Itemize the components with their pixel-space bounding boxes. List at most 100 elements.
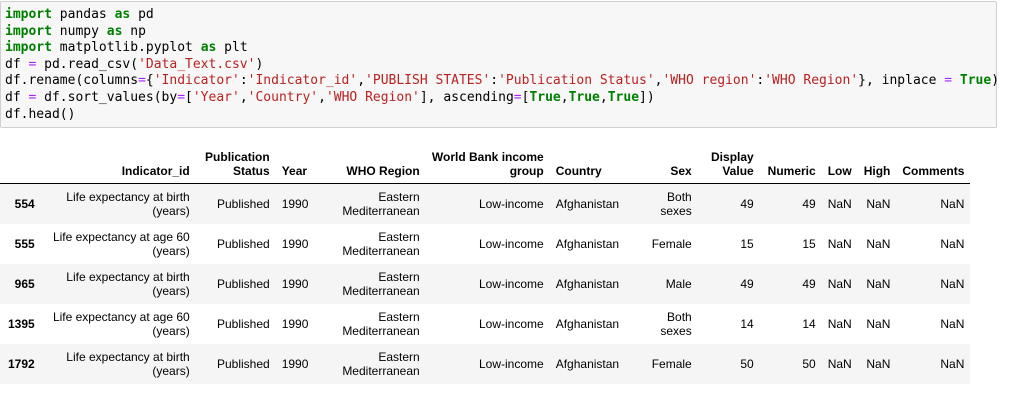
cell-text: Numeric — [767, 164, 816, 178]
code-token: ]) — [639, 89, 655, 105]
cell-who-region: Eastern Mediterranean — [318, 224, 426, 264]
cell-who-region: Eastern Mediterranean — [318, 184, 426, 225]
code-token: ], ascending — [419, 89, 514, 105]
column-header-year: Year — [275, 146, 318, 184]
cell-text: Low-income — [479, 277, 544, 291]
cell-text: NaN — [940, 237, 965, 251]
cell-text: (years) — [152, 324, 190, 338]
cell-numeric: 14 — [760, 304, 822, 344]
code-token: ) — [991, 73, 1000, 89]
cell-numeric: 15 — [760, 224, 822, 264]
cell-text: 50 — [740, 357, 754, 371]
code-token: df.sort_values(by — [36, 89, 178, 105]
cell-year: 1990 — [276, 184, 318, 225]
cell-text: High — [863, 164, 891, 178]
cell-text: Mediterranean — [342, 284, 420, 298]
cell-text: NaN — [866, 237, 891, 251]
cell-display-value: 50 — [698, 344, 760, 384]
cell-text: 50 — [802, 357, 816, 371]
cell-text: NaN — [827, 237, 852, 251]
cell-text: (years) — [152, 284, 190, 298]
code-token: import — [5, 7, 52, 22]
cell-indicator-id: Life expectancy at birth (years) — [41, 344, 196, 384]
code-token: import — [5, 23, 52, 39]
cell-publication-status: Published — [196, 344, 276, 384]
cell-text: (years) — [152, 204, 190, 218]
code-token — [952, 73, 960, 88]
cell-year: 1990 — [276, 344, 318, 384]
cell-text: sexes — [660, 204, 692, 218]
code-token: True — [959, 73, 992, 89]
cell-numeric: 49 — [760, 264, 822, 304]
cell-text: Comments — [902, 164, 965, 178]
code-token: = — [513, 89, 522, 105]
cell-text: Indicator_id — [121, 164, 190, 178]
cell-text: sexes — [660, 324, 692, 338]
cell-text: 1990 — [281, 277, 309, 291]
cell-text: 1990 — [281, 317, 309, 331]
cell-country: Afghanistan — [550, 184, 632, 225]
code-token: df.head() — [5, 106, 76, 122]
cell-text: Eastern — [378, 310, 420, 324]
code-token: True — [607, 89, 640, 105]
table-header-row: Indicator_id Publication Status Year WHO Reg… — [0, 146, 971, 184]
row-index: 554 — [14, 197, 35, 211]
cell-text: Mediterranean — [342, 364, 420, 378]
cell-indicator-id: Life expectancy at birth (years) — [41, 184, 196, 225]
cell-display-value: 14 — [698, 304, 760, 344]
code-token: { — [145, 73, 154, 89]
cell-year: 1990 — [276, 264, 318, 304]
cell-high: NaN — [858, 304, 897, 344]
code-token: 'PUBLISH STATES' — [365, 73, 491, 89]
code-line: import matplotlib.pyplot as plt — [5, 40, 992, 57]
cell-text: Published — [216, 317, 270, 331]
code-token: , — [654, 73, 663, 89]
cell-publication-status: Published — [196, 184, 276, 225]
cell-text: Life expectancy at age 60 — [52, 230, 190, 244]
cell-who-region: Eastern Mediterranean — [318, 304, 426, 344]
column-header-display-value: Display Value — [697, 146, 760, 184]
cell-display-value: 15 — [698, 224, 760, 264]
code-cell-input[interactable]: import pandas as pd import numpy as np imp… — [0, 1, 999, 128]
code-token: df — [5, 89, 29, 105]
code-token: True — [568, 89, 600, 105]
code-token: plt — [216, 40, 248, 56]
code-token: df — [5, 56, 29, 72]
cell-comments: NaN — [896, 264, 970, 304]
code-editor[interactable]: import pandas as pd import numpy as np imp… — [5, 7, 999, 123]
cell-text: Eastern — [378, 270, 420, 284]
cell-text: Low-income — [479, 317, 544, 331]
index-header — [0, 146, 41, 184]
cell-text: 1990 — [281, 197, 309, 211]
row-index: 965 — [14, 277, 35, 291]
cell-high: NaN — [858, 344, 897, 384]
cell-country: Afghanistan — [550, 344, 632, 384]
code-token: 'Data_Text.csv' — [138, 56, 256, 72]
table-row: 554 Life expectancy at birth (years) Publis… — [0, 183, 971, 225]
cell-text: Female — [651, 357, 692, 371]
code-token: 'Publication Status' — [498, 73, 655, 89]
code-token: = — [177, 89, 186, 105]
cell-text: Afghanistan — [555, 317, 620, 331]
cell-text: Low-income — [479, 197, 544, 211]
cell-text: (years) — [152, 244, 190, 258]
code-token: np — [122, 23, 146, 39]
dataframe-table: Indicator_id Publication Status Year WHO Reg… — [0, 146, 971, 384]
code-token: 'Indicator' — [153, 73, 240, 89]
column-header-who-region: WHO Region — [317, 146, 426, 184]
cell-text: NaN — [866, 317, 891, 331]
cell-text: Year — [281, 164, 308, 178]
cell-text: Eastern — [378, 350, 420, 364]
code-token: [ — [521, 89, 530, 105]
cell-text: Life expectancy at birth — [66, 350, 190, 364]
code-line: df = df.sort_values(by=['Year','Country'… — [5, 90, 992, 107]
cell-text: NaN — [866, 197, 891, 211]
cell-high: NaN — [858, 264, 897, 304]
code-token: 'WHO Region' — [325, 89, 420, 105]
code-token: numpy — [51, 23, 107, 39]
code-line: df.rename(columns={'Indicator':'Indicato… — [5, 73, 999, 90]
code-token: }, inplace — [858, 73, 945, 89]
code-token: 'WHO region' — [662, 73, 757, 89]
cell-world-bank-income-group: Low-income — [426, 344, 550, 384]
code-line: import numpy as np — [5, 24, 992, 41]
